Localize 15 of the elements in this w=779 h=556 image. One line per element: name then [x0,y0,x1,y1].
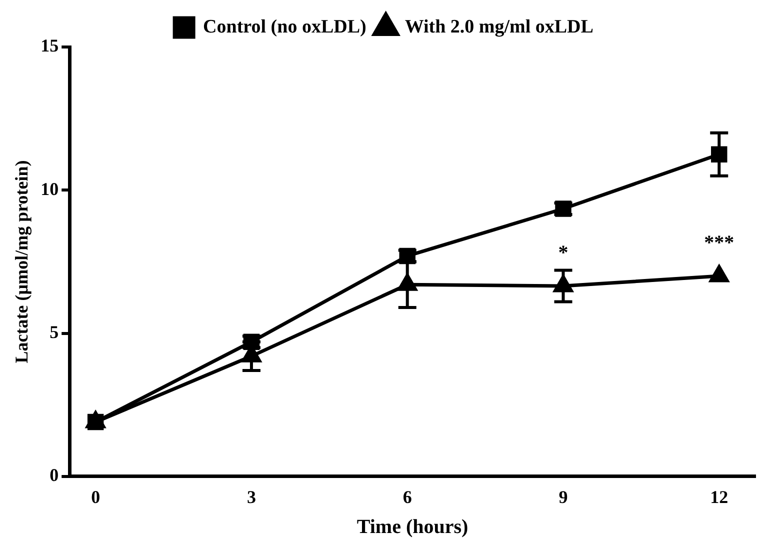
legend-label: Control (no oxLDL) [203,16,366,38]
y-axis-title: Lactate (µmol/mg protein) [11,160,32,364]
x-tick-label: 6 [402,486,412,507]
x-axis-title: Time (hours) [356,516,468,538]
y-tick-label: 5 [50,322,59,342]
x-tick-label: 12 [710,486,728,507]
annotation: *** [704,232,734,254]
legend-label: With 2.0 mg/ml oxLDL [404,16,594,38]
annotation: * [558,242,568,264]
x-tick-label: 9 [558,486,568,507]
y-tick-label: 0 [50,465,59,486]
y-tick-label: 10 [40,178,59,199]
y-tick-label: 15 [40,36,59,56]
x-tick-label: 3 [246,486,256,507]
x-tick-label: 0 [91,486,100,507]
